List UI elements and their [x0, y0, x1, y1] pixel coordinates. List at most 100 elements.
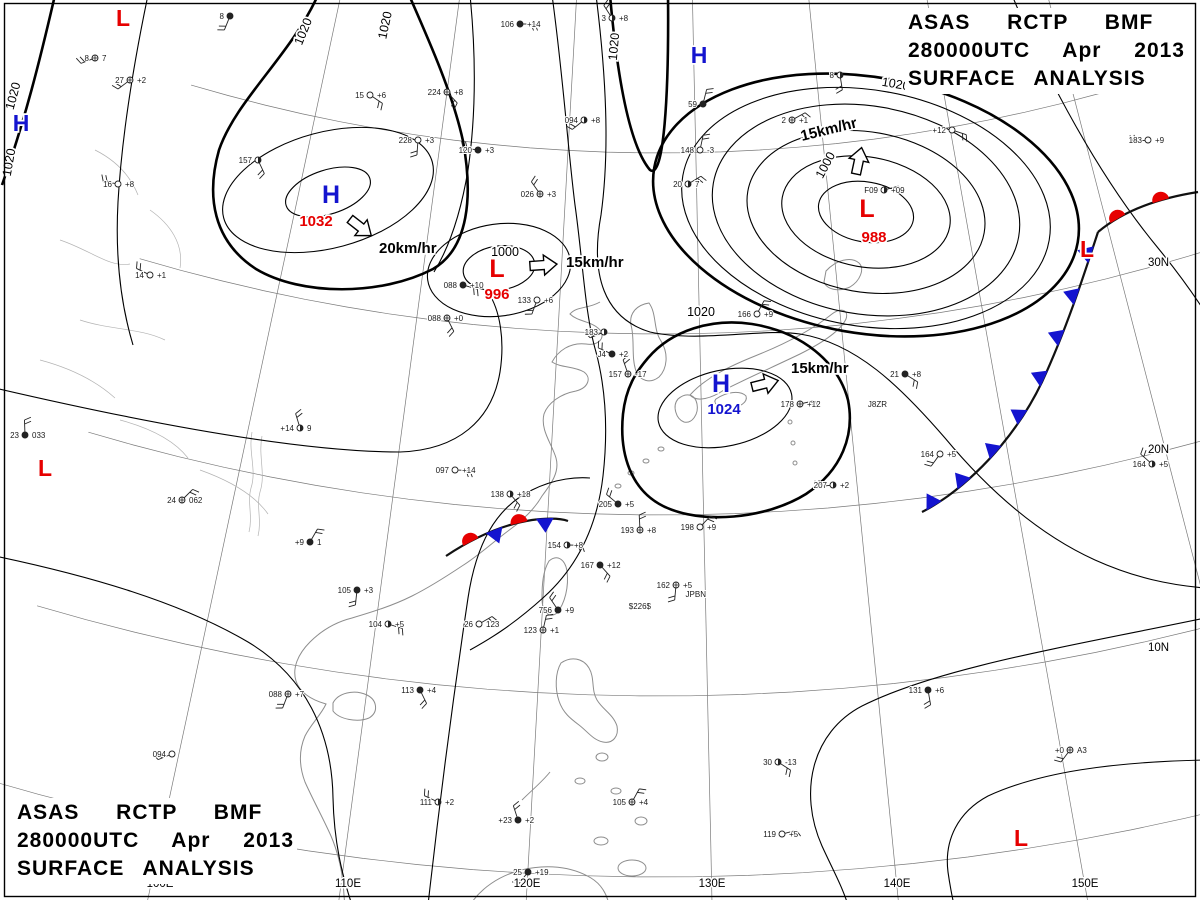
wind-barb-tick [24, 420, 32, 425]
station-value: +1 [550, 626, 560, 635]
station-half-fill [510, 491, 513, 497]
station-cross [92, 55, 98, 61]
pressure-center-letter: L [489, 255, 504, 283]
station-value: +2 [619, 350, 629, 359]
wind-barb [784, 829, 797, 834]
wind-barb [674, 587, 677, 600]
wind-barb [840, 77, 843, 90]
station-value: +4 [639, 798, 649, 807]
station-circle [596, 561, 604, 569]
wind-barb-tick [410, 154, 418, 158]
terrain-line [59, 239, 131, 265]
station-value: +5 [789, 830, 799, 839]
wind-barb [930, 456, 939, 467]
wind-barb-tick [152, 754, 159, 760]
wind-barb-tick [348, 600, 356, 604]
wind-barb [638, 514, 641, 528]
wind-barb-tick [79, 56, 86, 63]
station-value: 157 [609, 370, 623, 379]
wind-barb [136, 268, 148, 275]
wind-barb-tick [75, 57, 82, 64]
cold-front-triangle [1030, 370, 1048, 387]
pressure-center-letter: H [712, 370, 730, 398]
isobar-value-label: 1020 [881, 75, 911, 94]
station-cross [797, 401, 803, 407]
station-value: 120 [459, 146, 473, 155]
wind-barb-tick [639, 515, 646, 520]
station-value: 8 [830, 71, 835, 80]
station-half-fill [604, 329, 607, 335]
station-half-fill [612, 15, 615, 21]
station-value: +8 [647, 526, 657, 535]
isobar-ring [817, 180, 915, 244]
station-value: 23 [10, 431, 19, 440]
wind-barb-tick [491, 616, 498, 622]
station-value: 157 [239, 156, 253, 165]
wind-barb-tick [476, 289, 479, 297]
wind-barb-tick [796, 830, 801, 837]
station-value: +10 [470, 281, 484, 290]
wind-barb [758, 300, 765, 312]
pressure-letter: L [38, 455, 52, 481]
wind-barb [282, 696, 288, 709]
station-value: +6 [377, 91, 387, 100]
station-value: +5 [1159, 460, 1169, 469]
wind-barb [448, 93, 458, 104]
station-circle [948, 126, 956, 134]
station-circle [514, 816, 522, 824]
meridian-line [525, 0, 577, 900]
wind-barb [103, 180, 116, 184]
movement-arrow [346, 214, 373, 237]
wind-barb [518, 874, 527, 885]
wind-barb-tick [1054, 759, 1062, 763]
warm-front-semicircle [462, 532, 479, 546]
movement-arrow [528, 253, 559, 277]
wind-barb [512, 805, 518, 818]
station-value: +6 [935, 686, 945, 695]
wind-barb [531, 181, 539, 192]
isobar [621, 321, 852, 519]
station-value: 183 [585, 328, 599, 337]
cold-front-triangle [984, 443, 1002, 460]
island [593, 836, 609, 846]
wind-barb [447, 320, 455, 332]
wind-barb-tick [606, 575, 611, 583]
isobar-value-label: 1000 [491, 245, 519, 259]
station-value: 097 [436, 466, 450, 475]
coastline [555, 658, 618, 743]
wind-barb [601, 566, 611, 577]
station-value: +3 [425, 136, 435, 145]
wind-barb-tick [703, 133, 711, 136]
station-half-fill [584, 117, 587, 123]
isobar [116, 0, 148, 346]
wind-barb [907, 375, 918, 383]
station-circle [936, 450, 944, 458]
wind-barb-tick [421, 703, 427, 709]
station-value: 162 [657, 581, 671, 590]
station-value: 183 [1129, 136, 1143, 145]
wind-barb [311, 528, 318, 540]
coastline [332, 691, 376, 721]
terrain-lines [39, 149, 269, 537]
wind-barb [463, 147, 476, 151]
longitude-label: 130E [699, 878, 726, 890]
wind-barb-tick [514, 804, 521, 810]
wind-barb-tick [606, 487, 610, 495]
wind-barb-tick [398, 627, 400, 635]
isobar-ring [426, 222, 572, 318]
pressure-center-letter: L [859, 195, 874, 223]
wind-barb-tick [315, 532, 323, 534]
station-value: 59 [688, 100, 697, 109]
wind-barb [424, 795, 436, 802]
wind-barb [117, 81, 128, 90]
station-value: +12 [807, 400, 821, 409]
station-circle [696, 523, 704, 531]
station-half-fill [438, 799, 441, 805]
parallel-line [139, 252, 1200, 335]
wind-barb-tick [788, 770, 792, 778]
wind-barb-tick [473, 287, 475, 296]
station-value: $226$ [629, 602, 652, 611]
wind-barb-tick [894, 186, 900, 194]
station-value: 14 [135, 271, 144, 280]
